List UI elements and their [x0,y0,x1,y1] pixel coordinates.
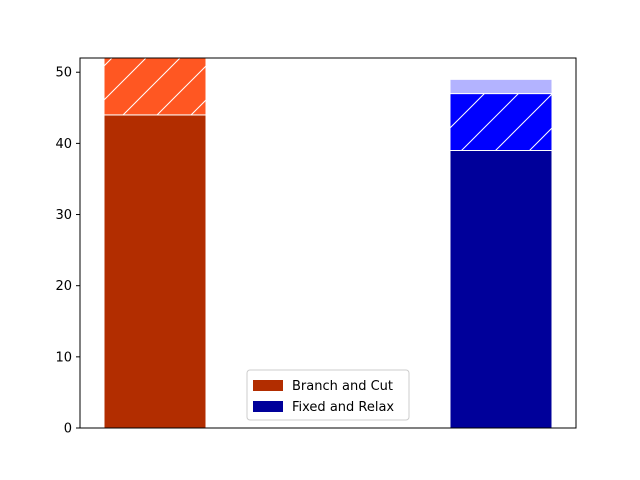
legend-swatch-1 [253,401,283,412]
bar-hatch-1-0 [104,58,206,115]
legend-box [246,369,410,421]
plot-frame [79,57,577,429]
y-tick-label-30: 30 [55,208,72,223]
y-tick-label-10: 10 [55,350,72,365]
legend-label-0: Branch and Cut [292,379,393,394]
y-axis: 0 10 20 30 40 50 [55,66,80,437]
y-tick-label-40: 40 [55,137,72,152]
legend-label-1: Fixed and Relax [292,400,394,415]
y-tick-label-50: 50 [55,66,72,81]
legend: Branch and Cut Fixed and Relax [246,369,410,421]
bar-group [103,58,553,428]
legend-swatch-0 [253,380,283,391]
y-tick-label-20: 20 [55,279,72,294]
bar-hatch-3-1 [450,93,552,151]
y-tick-label-0: 0 [64,422,72,437]
bar-segment-2-1 [449,150,553,428]
bar-segment-0-0 [103,114,207,428]
bar-segment-4-1 [449,78,553,95]
